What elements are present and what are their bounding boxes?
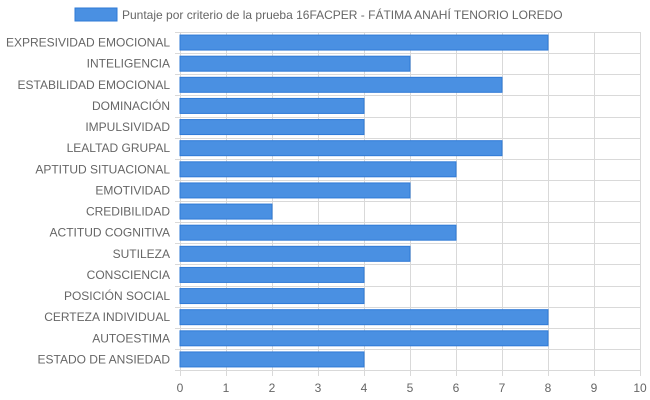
bar-10[interactable] bbox=[179, 224, 457, 241]
x-tick-label: 0 bbox=[177, 381, 184, 395]
x-axis-tick-labels: 0 1 2 3 4 5 6 7 8 9 10 bbox=[177, 381, 647, 395]
bar-13[interactable] bbox=[179, 288, 365, 305]
bars bbox=[179, 34, 549, 368]
bar-6[interactable] bbox=[179, 140, 503, 157]
bar-15[interactable] bbox=[179, 330, 549, 347]
x-tick-label: 10 bbox=[633, 381, 647, 395]
bar-8[interactable] bbox=[179, 182, 411, 199]
category-label: EMOTIVIDAD bbox=[95, 183, 170, 197]
category-label: INTELIGENCIA bbox=[87, 57, 170, 71]
legend-swatch bbox=[74, 7, 118, 22]
bar-7[interactable] bbox=[179, 161, 457, 178]
x-tick-label: 3 bbox=[315, 381, 322, 395]
bar-1[interactable] bbox=[179, 34, 549, 51]
category-label: LEALTAD GRUPAL bbox=[67, 141, 171, 155]
x-tick-label: 9 bbox=[591, 381, 598, 395]
bar-16[interactable] bbox=[179, 351, 365, 368]
category-label: ESTABILIDAD EMOCIONAL bbox=[18, 78, 171, 92]
x-tick-label: 8 bbox=[545, 381, 552, 395]
bar-4[interactable] bbox=[179, 97, 365, 114]
category-label: APTITUD SITUACIONAL bbox=[35, 162, 170, 176]
bar-14[interactable] bbox=[179, 309, 549, 326]
x-tick-label: 4 bbox=[361, 381, 368, 395]
category-label: IMPULSIVIDAD bbox=[85, 120, 170, 134]
category-label: POSICIÓN SOCIAL bbox=[64, 288, 170, 303]
category-label: EXPRESIVIDAD EMOCIONAL bbox=[6, 36, 170, 50]
bar-2[interactable] bbox=[179, 55, 411, 72]
category-labels: EXPRESIVIDAD EMOCIONAL INTELIGENCIA ESTABI… bbox=[6, 36, 170, 367]
category-label: CONSCIENCIA bbox=[87, 268, 170, 282]
legend-label: Puntaje por criterio de la prueba 16FACP… bbox=[122, 7, 563, 22]
legend[interactable]: Puntaje por criterio de la prueba 16FACP… bbox=[74, 7, 563, 22]
category-label: SUTILEZA bbox=[113, 247, 170, 261]
bar-3[interactable] bbox=[179, 76, 503, 93]
category-label: ACTITUD COGNITIVA bbox=[50, 226, 170, 240]
x-tick-label: 5 bbox=[407, 381, 414, 395]
category-label: CERTEZA INDIVIDUAL bbox=[44, 310, 170, 324]
x-tick-label: 1 bbox=[223, 381, 230, 395]
x-tick-label: 7 bbox=[499, 381, 506, 395]
x-tick-label: 2 bbox=[269, 381, 276, 395]
x-tick-label: 6 bbox=[453, 381, 460, 395]
bar-9[interactable] bbox=[179, 203, 273, 220]
category-label: ESTADO DE ANSIEDAD bbox=[38, 352, 171, 366]
category-label: CREDIBILIDAD bbox=[86, 205, 170, 219]
category-label: AUTOESTIMA bbox=[92, 331, 170, 345]
category-label: DOMINACIÓN bbox=[92, 98, 170, 113]
bar-11[interactable] bbox=[179, 245, 411, 262]
bar-12[interactable] bbox=[179, 266, 365, 283]
bar-5[interactable] bbox=[179, 119, 365, 136]
